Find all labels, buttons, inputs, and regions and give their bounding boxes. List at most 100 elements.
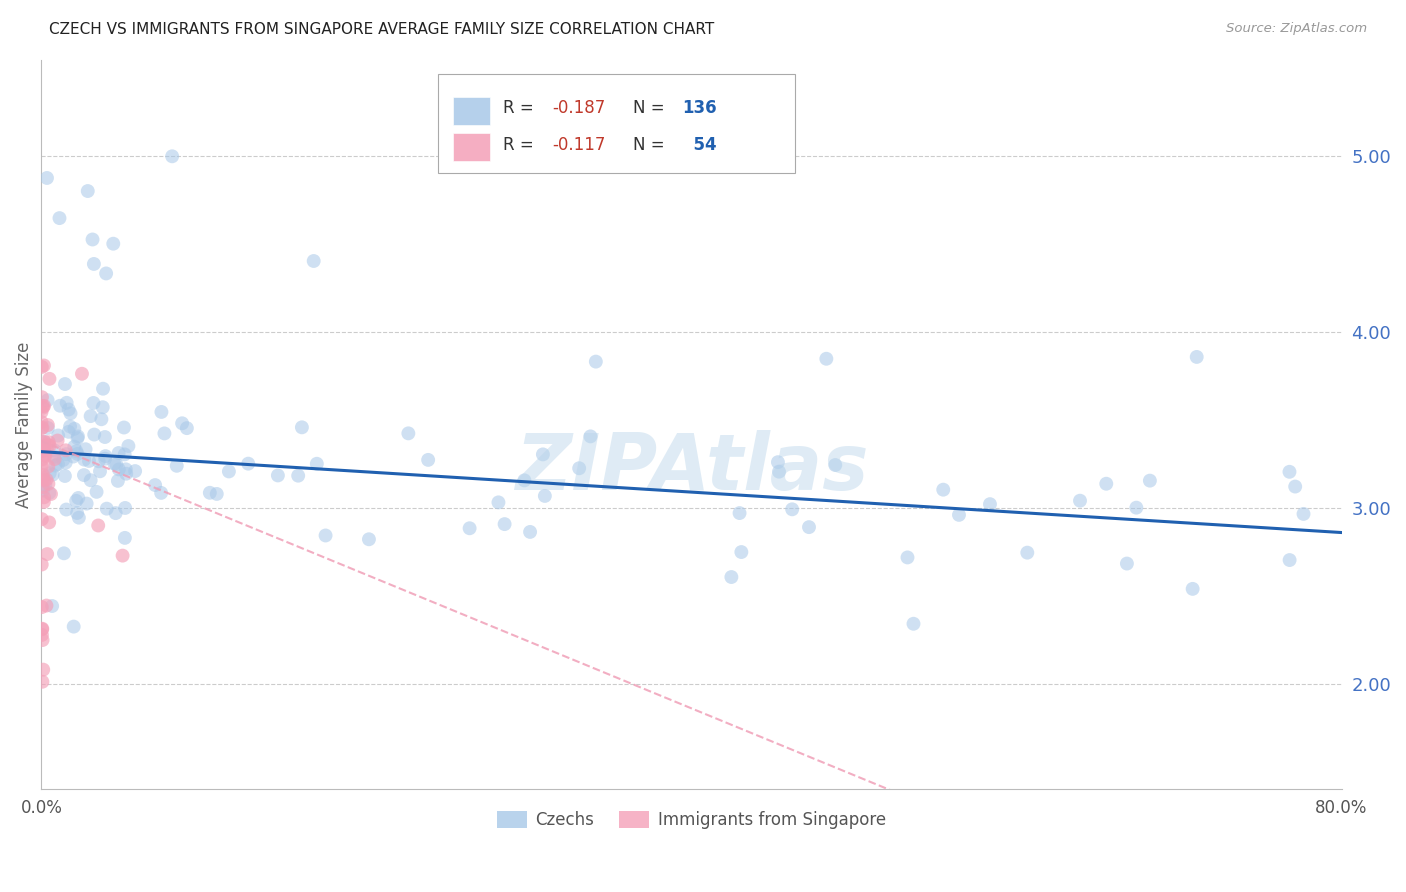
Point <box>948 508 970 522</box>
Point <box>41 467 63 482</box>
Point <box>31 633 53 648</box>
Point <box>32 443 55 458</box>
Point <box>1125 500 1147 515</box>
Point <box>305 457 328 471</box>
Point <box>31 359 53 374</box>
Point <box>111 549 134 563</box>
Point <box>160 149 183 163</box>
Point <box>67 491 90 505</box>
Point <box>979 497 1001 511</box>
Point <box>35 599 58 613</box>
Point <box>59 419 82 434</box>
Point <box>94 267 117 281</box>
Point <box>38 467 60 481</box>
Point <box>83 427 105 442</box>
Point <box>780 502 803 516</box>
Point <box>82 396 104 410</box>
Point <box>46 428 69 442</box>
Point <box>62 619 84 633</box>
Point <box>53 469 76 483</box>
Point <box>1017 546 1039 560</box>
Point <box>34 478 56 492</box>
Point <box>77 454 100 468</box>
Text: Source: ZipAtlas.com: Source: ZipAtlas.com <box>1226 22 1367 36</box>
Point <box>55 456 77 470</box>
Point <box>31 480 53 494</box>
Point <box>1185 350 1208 364</box>
Point <box>238 457 260 471</box>
Point <box>32 473 55 487</box>
Point <box>73 452 96 467</box>
Point <box>63 422 86 436</box>
Point <box>73 468 96 483</box>
Point <box>76 184 98 198</box>
Point <box>32 443 55 458</box>
Point <box>32 483 55 498</box>
Point <box>1292 507 1315 521</box>
Point <box>75 442 97 457</box>
Point <box>52 453 75 467</box>
Point <box>103 236 125 251</box>
Point <box>58 425 80 439</box>
Point <box>896 550 918 565</box>
Point <box>41 599 63 613</box>
Point <box>1069 493 1091 508</box>
Point <box>94 451 117 466</box>
Point <box>150 405 173 419</box>
Text: 54: 54 <box>682 136 717 154</box>
Point <box>31 442 53 456</box>
Point <box>824 458 846 472</box>
Text: -0.187: -0.187 <box>553 100 606 118</box>
Point <box>815 351 838 366</box>
Point <box>55 443 77 458</box>
Bar <box>454 133 489 161</box>
Text: N =: N = <box>633 100 669 118</box>
Point <box>91 401 114 415</box>
Point <box>39 487 62 501</box>
Point <box>531 447 554 461</box>
Point <box>797 520 820 534</box>
Point <box>66 506 89 520</box>
Text: -0.117: -0.117 <box>553 136 606 154</box>
Point <box>730 545 752 559</box>
Point <box>117 439 139 453</box>
Point <box>55 396 77 410</box>
Text: N =: N = <box>633 136 669 154</box>
Point <box>31 674 53 689</box>
Point <box>357 533 380 547</box>
Point <box>59 406 82 420</box>
Point <box>32 399 55 413</box>
Point <box>205 487 228 501</box>
Point <box>107 446 129 460</box>
Point <box>52 546 75 560</box>
Point <box>76 497 98 511</box>
Point <box>166 458 188 473</box>
Point <box>315 528 337 542</box>
Point <box>31 512 53 526</box>
Point <box>38 372 60 386</box>
Point <box>1284 479 1306 493</box>
Point <box>31 468 53 483</box>
Point <box>112 420 135 434</box>
Point <box>302 254 325 268</box>
Point <box>31 558 53 572</box>
Point <box>94 430 117 444</box>
Point <box>32 434 55 449</box>
Point <box>83 257 105 271</box>
Point <box>176 421 198 435</box>
Point <box>534 489 557 503</box>
Point <box>79 409 101 424</box>
Point <box>1278 465 1301 479</box>
Point <box>38 439 60 453</box>
Point <box>32 495 55 509</box>
Point <box>1116 557 1139 571</box>
Point <box>44 452 66 467</box>
Point <box>494 517 516 532</box>
Point <box>32 399 55 413</box>
Legend: Czechs, Immigrants from Singapore: Czechs, Immigrants from Singapore <box>491 804 893 836</box>
Point <box>31 421 53 435</box>
Point <box>82 232 104 246</box>
Y-axis label: Average Family Size: Average Family Size <box>15 342 32 508</box>
Point <box>31 415 53 429</box>
Point <box>31 622 53 636</box>
